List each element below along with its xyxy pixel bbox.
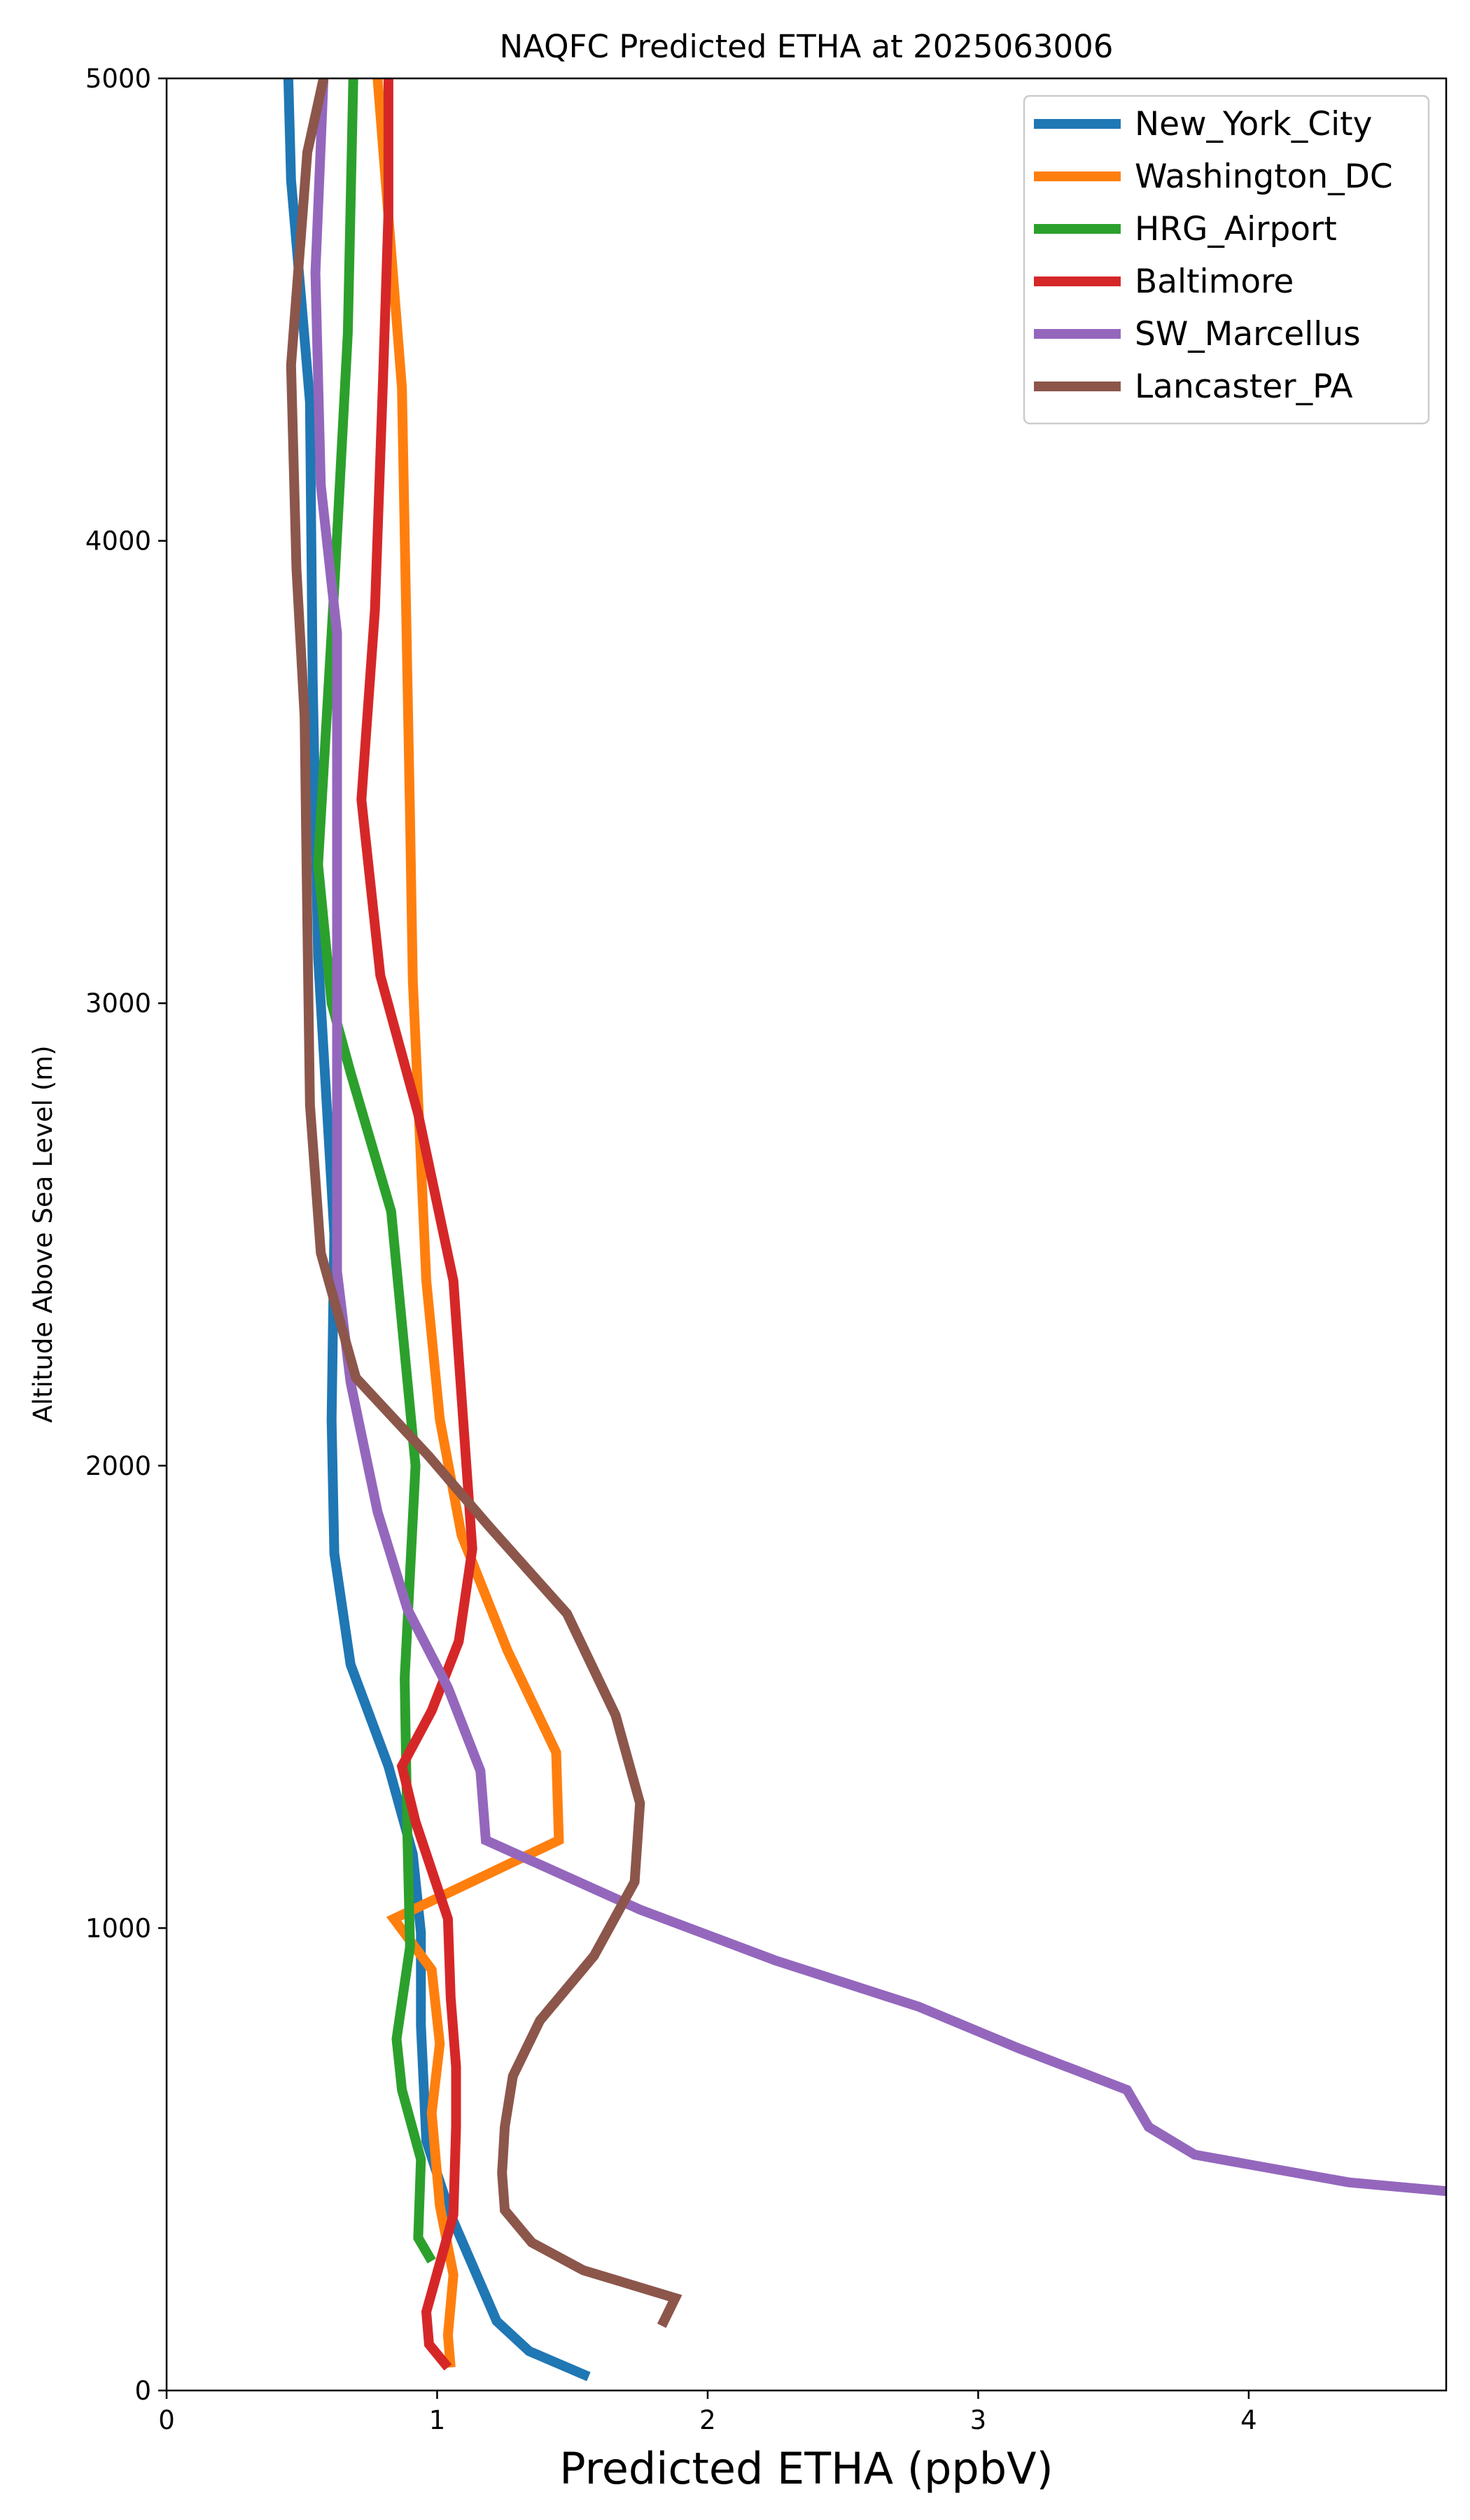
plot-frame	[165, 77, 1448, 2392]
legend-label: Baltimore	[1135, 262, 1294, 301]
y-tick-label: 4000	[85, 526, 151, 556]
y-tick-label: 5000	[85, 64, 151, 94]
series-line-new-york-city	[283, 78, 591, 2381]
x-tick-label: 4	[1240, 2405, 1257, 2435]
y-axis-ticks: 0 1000 2000 3000 4000 5000	[85, 64, 167, 2406]
series-line-lancaster-pa	[286, 78, 682, 2328]
x-tick-label: 0	[158, 2405, 175, 2435]
legend-label: Washington_DC	[1135, 158, 1393, 196]
x-tick-label: 2	[699, 2405, 716, 2435]
legend-label: HRG_Airport	[1135, 210, 1337, 248]
legend-label: Lancaster_PA	[1135, 368, 1353, 406]
x-tick-label: 1	[429, 2405, 446, 2435]
x-axis-ticks: 0 1 2 3 4	[158, 2390, 1257, 2435]
y-tick-label: 0	[134, 2376, 151, 2406]
y-tick-label: 1000	[85, 1913, 151, 1943]
legend: New_York_City Washington_DC HRG_Airport Bal…	[1023, 94, 1430, 425]
chart-title: NAQFC Predicted ETHA at 2025063006	[500, 28, 1114, 65]
series-line-hrg-airport	[313, 78, 436, 2264]
x-tick-label: 3	[970, 2405, 987, 2435]
y-axis-label: Altitude Above Sea Level (m)	[28, 1045, 58, 1422]
y-tick-label: 3000	[85, 988, 151, 1018]
series-line-washington-dc	[372, 78, 564, 2368]
plot-lines	[283, 78, 1446, 2381]
x-axis-label: Predicted ETHA (ppbV)	[559, 2443, 1053, 2494]
legend-label: New_York_City	[1135, 105, 1372, 144]
y-tick-label: 2000	[85, 1451, 151, 1481]
series-line-sw-marcellus	[310, 78, 1446, 2197]
legend-label: SW_Marcellus	[1135, 315, 1361, 354]
legend-box	[1023, 94, 1430, 425]
